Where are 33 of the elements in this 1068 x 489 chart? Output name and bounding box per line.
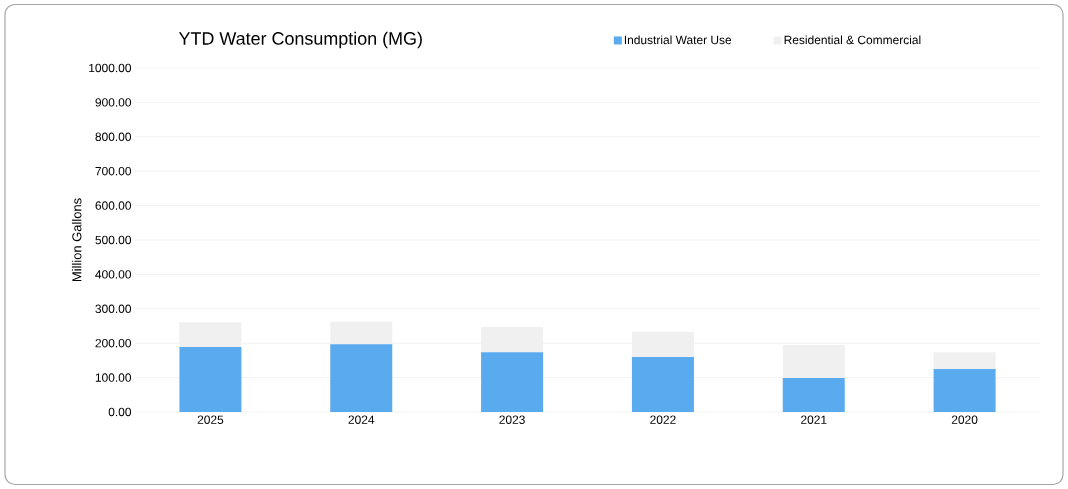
legend-label: Industrial Water Use (624, 35, 732, 45)
y-tick-label: 500.00 (95, 235, 132, 245)
bar (782, 377, 845, 412)
bar (631, 331, 694, 357)
y-tick-label: 800.00 (95, 132, 132, 142)
legend-label: Residential & Commercial (784, 35, 921, 45)
bar (481, 327, 544, 353)
bar (481, 352, 544, 412)
bar (330, 344, 393, 412)
y-tick-label: 300.00 (95, 304, 132, 314)
x-tick-label: 2021 (801, 415, 827, 424)
bar (330, 321, 393, 345)
y-tick-label: 0.00 (108, 407, 132, 417)
bar (933, 352, 996, 369)
y-tick-label: 1000.00 (89, 63, 132, 73)
bar (933, 368, 996, 412)
x-tick-label: 2023 (499, 415, 525, 424)
x-tick-label: 2020 (951, 415, 978, 424)
x-tick-label: 2025 (197, 415, 224, 424)
bar (179, 322, 242, 347)
y-axis-title: Million Gallons (71, 198, 82, 282)
y-tick-label: 900.00 (95, 98, 132, 107)
y-tick-label: 700.00 (95, 166, 132, 176)
bar (782, 344, 845, 378)
y-tick-label: 200.00 (95, 338, 132, 348)
y-tick-label: 600.00 (95, 201, 132, 210)
x-tick-label: 2022 (650, 415, 676, 424)
chart-title: YTD Water Consumption (MG) (178, 31, 422, 49)
x-tick-label: 2024 (348, 415, 375, 424)
bar (631, 356, 694, 412)
y-tick-label: 400.00 (95, 270, 132, 279)
bar (179, 346, 242, 412)
y-tick-label: 100.00 (95, 373, 132, 382)
